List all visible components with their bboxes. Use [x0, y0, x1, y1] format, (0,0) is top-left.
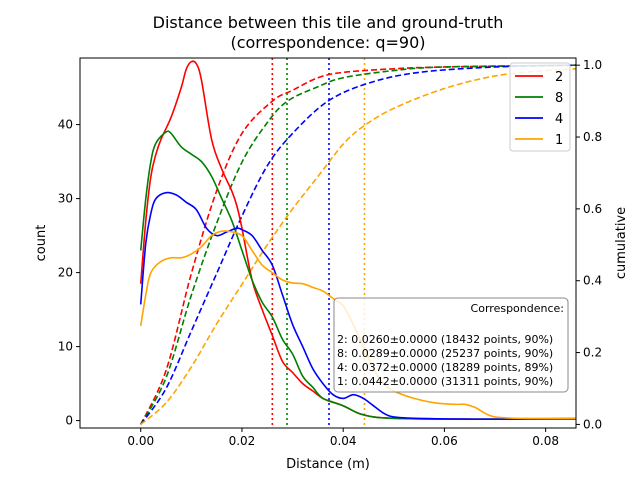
- annotation-line: 2: 0.0260±0.0000 (18432 points, 90%): [337, 333, 553, 346]
- y-ticks-right: 0.0 0.2 0.4 0.6 0.8 1.0: [576, 58, 602, 431]
- series-4-density: [139, 191, 576, 420]
- y-right-tick-label: 0.2: [583, 346, 602, 360]
- annotation-frame: [333, 297, 569, 393]
- x-tick-label: 0.04: [330, 434, 357, 448]
- y-right-tick-label: 0.8: [583, 130, 602, 144]
- chart-title: Distance between this tile and ground-tr…: [153, 13, 504, 32]
- y-axis-label: count: [34, 225, 49, 262]
- y-tick-label: 30: [58, 192, 73, 206]
- y-right-tick-label: 1.0: [583, 58, 602, 72]
- annotation-title: Correspondence:: [471, 302, 564, 315]
- legend-frame: [509, 62, 571, 152]
- legend-label-2: 2: [555, 70, 563, 85]
- y-ticks: 0 10 20 30 40: [58, 118, 80, 428]
- y-right-tick-label: 0.4: [583, 274, 602, 288]
- x-tick-label: 0.08: [532, 434, 559, 448]
- y-tick-label: 0: [65, 414, 73, 428]
- x-tick-label: 0.06: [431, 434, 458, 448]
- x-axis-label: Distance (m): [286, 457, 370, 472]
- annotation-line: 4: 0.0372±0.0000 (18289 points, 89%): [337, 361, 553, 374]
- annotation-line: 1: 0.0442±0.0000 (31311 points, 90%): [337, 375, 553, 388]
- y-tick-label: 40: [58, 118, 73, 132]
- legend-label-8: 8: [555, 91, 563, 106]
- legend: 2 8 4 1: [509, 62, 571, 152]
- plot-frame: [79, 57, 577, 429]
- series-1-density: [139, 230, 576, 420]
- cumulative-lines: [140, 64, 576, 426]
- annotation-line: 8: 0.0289±0.0000 (25237 points, 90%): [337, 347, 553, 360]
- y-axis-label-right: cumulative: [614, 207, 629, 279]
- series-1-cumulative: [140, 67, 576, 426]
- y-tick-label: 20: [58, 266, 73, 280]
- x-tick-label: 0.02: [229, 434, 256, 448]
- series-8-cumulative: [140, 64, 576, 425]
- legend-label-1: 1: [555, 133, 563, 148]
- y-tick-label: 10: [58, 340, 73, 354]
- x-ticks: 0.00 0.02 0.04 0.06 0.08: [127, 428, 559, 448]
- legend-label-4: 4: [555, 112, 563, 127]
- annotation-box: Correspondence: 2: 0.0260±0.0000 (18432 …: [333, 297, 569, 393]
- series-4-cumulative: [140, 64, 576, 425]
- y-right-tick-label: 0.0: [583, 417, 602, 431]
- chart-subtitle: (correspondence: q=90): [230, 33, 425, 52]
- y-right-tick-label: 0.6: [583, 202, 602, 216]
- density-lines: [139, 60, 576, 420]
- vertical-lines: [271, 58, 366, 428]
- series-2-cumulative: [140, 64, 576, 425]
- x-tick-label: 0.00: [127, 434, 154, 448]
- series-8-density: [139, 130, 576, 420]
